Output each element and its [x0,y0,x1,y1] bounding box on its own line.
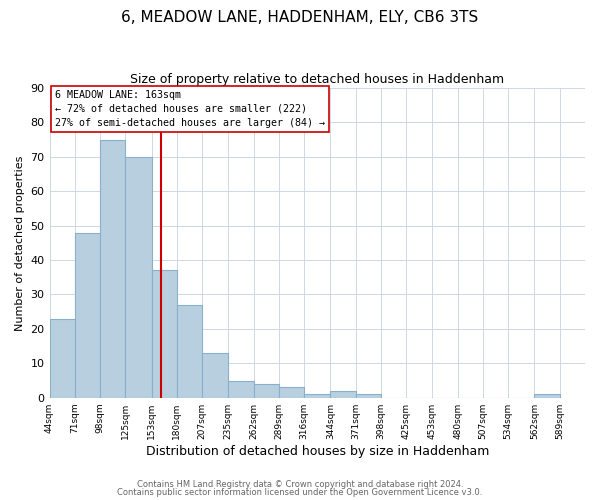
Bar [304,394,331,398]
Bar [152,270,177,398]
Bar [229,380,254,398]
Text: Contains HM Land Registry data © Crown copyright and database right 2024.: Contains HM Land Registry data © Crown c… [137,480,463,489]
Bar [177,305,202,398]
Bar [50,318,75,398]
Bar [535,394,560,398]
Text: 6 MEADOW LANE: 163sqm
← 72% of detached houses are smaller (222)
27% of semi-det: 6 MEADOW LANE: 163sqm ← 72% of detached … [55,90,325,128]
X-axis label: Distribution of detached houses by size in Haddenham: Distribution of detached houses by size … [146,444,489,458]
Bar [75,232,100,398]
Text: 6, MEADOW LANE, HADDENHAM, ELY, CB6 3TS: 6, MEADOW LANE, HADDENHAM, ELY, CB6 3TS [121,10,479,25]
Text: Contains public sector information licensed under the Open Government Licence v3: Contains public sector information licen… [118,488,482,497]
Bar [279,388,304,398]
Bar [100,140,125,398]
Bar [125,157,152,398]
Bar [254,384,279,398]
Bar [356,394,381,398]
Y-axis label: Number of detached properties: Number of detached properties [15,155,25,330]
Bar [331,391,356,398]
Title: Size of property relative to detached houses in Haddenham: Size of property relative to detached ho… [130,72,505,86]
Bar [202,353,229,398]
